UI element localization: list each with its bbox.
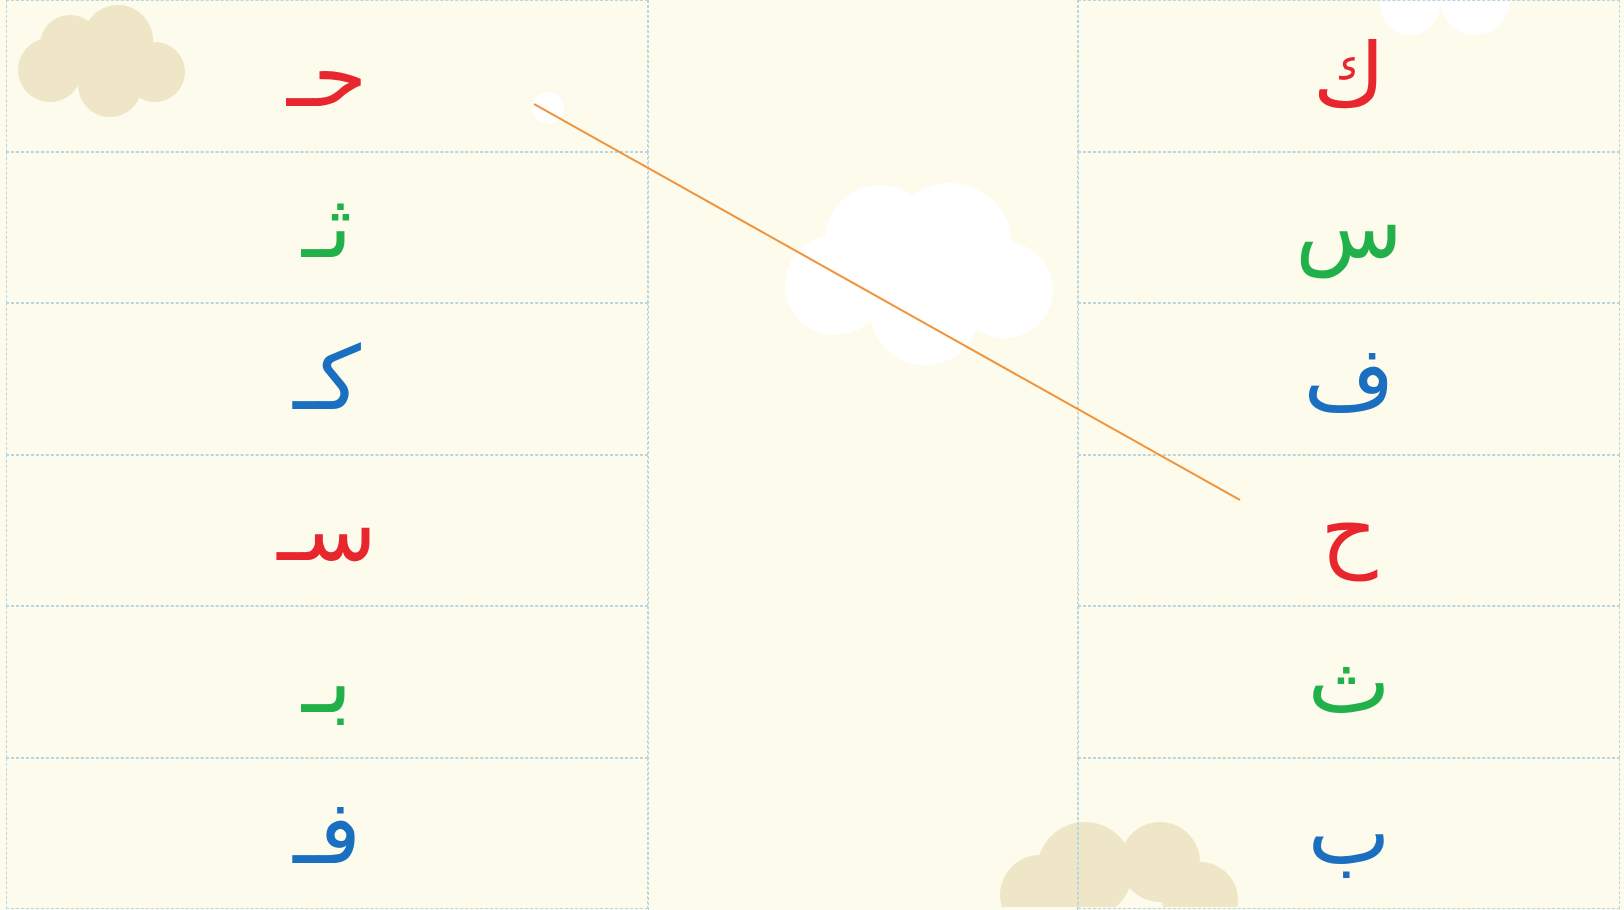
game-page: حـثـكـسـبـفـكسفحثب (() => { const data =… (0, 0, 1624, 907)
right-letter-card[interactable]: ك (1078, 0, 1620, 152)
right-letter-card[interactable]: ح (1078, 455, 1620, 607)
right-letter-card[interactable]: س (1078, 152, 1620, 304)
right-letter-card[interactable]: ث (1078, 606, 1620, 758)
left-letter-card[interactable]: كـ (6, 303, 648, 455)
left-letter-card[interactable]: بـ (6, 606, 648, 758)
right-letter-card[interactable]: ف (1078, 303, 1620, 455)
right-letter-card[interactable]: ب (1078, 758, 1620, 910)
board: حـثـكـسـبـفـ كسفحثب (0, 0, 1624, 907)
left-letter-card[interactable]: ثـ (6, 152, 648, 304)
left-letter-card[interactable]: فـ (6, 758, 648, 910)
left-letter-card[interactable]: سـ (6, 455, 648, 607)
left-letter-card[interactable]: حـ (6, 0, 648, 152)
